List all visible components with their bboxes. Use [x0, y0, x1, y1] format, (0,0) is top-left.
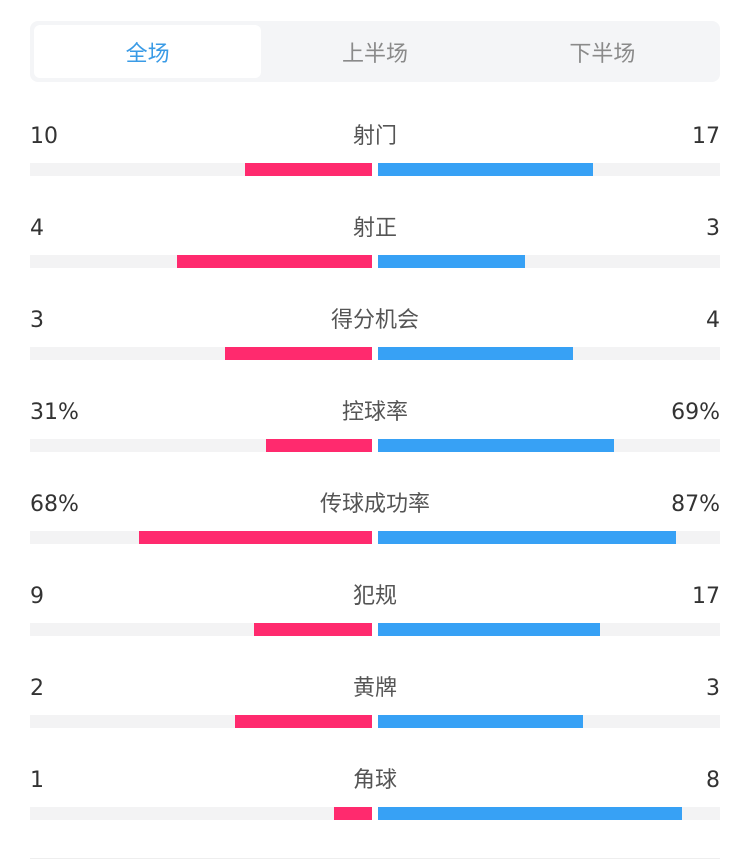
divider [30, 858, 720, 859]
home-bar-fill [235, 715, 372, 728]
home-bar-track [30, 347, 372, 360]
away-bar-fill [378, 439, 614, 452]
home-value: 3 [30, 308, 44, 333]
stat-row: 31% 控球率 69% [30, 398, 720, 468]
home-bar-fill [265, 439, 372, 452]
away-bar-track [378, 623, 720, 636]
stat-label: 得分机会 [330, 308, 419, 333]
away-value: 17 [692, 584, 720, 609]
home-value: 4 [30, 216, 44, 241]
away-bar-track [378, 439, 720, 452]
home-bar-track [30, 439, 372, 452]
home-bar-fill [245, 163, 372, 176]
stat-row: 4 射正 3 [30, 214, 720, 284]
stat-label: 黄牌 [352, 676, 397, 701]
home-bar-fill [334, 807, 372, 820]
away-bar-fill [378, 715, 584, 728]
stat-label: 射门 [352, 124, 397, 149]
tab-second-half[interactable]: 下半场 [569, 41, 636, 67]
away-value: 4 [706, 308, 720, 333]
away-bar-fill [378, 347, 573, 360]
home-bar-fill [139, 531, 372, 544]
away-bar-track [378, 715, 720, 728]
home-bar-track [30, 623, 372, 636]
home-value: 31% [30, 400, 79, 425]
away-value: 87% [671, 492, 720, 517]
home-bar-fill [224, 347, 372, 360]
period-tabs: 全场 上半场 下半场 [30, 21, 720, 82]
away-bar-track [378, 163, 720, 176]
stat-row: 1 角球 8 [30, 766, 720, 836]
stat-row: 3 得分机会 4 [30, 306, 720, 376]
stat-label: 射正 [352, 216, 397, 241]
home-bar-fill [177, 255, 372, 268]
home-bar-track [30, 807, 372, 820]
home-value: 9 [30, 584, 44, 609]
stat-row: 68% 传球成功率 87% [30, 490, 720, 560]
away-value: 8 [706, 768, 720, 793]
home-value: 10 [30, 124, 58, 149]
away-bar-track [378, 531, 720, 544]
home-bar-track [30, 163, 372, 176]
away-bar-fill [378, 255, 526, 268]
away-bar-fill [378, 623, 601, 636]
tab-full-match[interactable]: 全场 [34, 25, 262, 78]
away-value: 3 [706, 216, 720, 241]
away-value: 17 [692, 124, 720, 149]
home-value: 1 [30, 768, 44, 793]
away-bar-fill [378, 163, 594, 176]
home-value: 68% [30, 492, 79, 517]
tab-first-half[interactable]: 上半场 [341, 41, 408, 67]
home-bar-track [30, 255, 372, 268]
home-bar-track [30, 531, 372, 544]
stat-row: 10 射门 17 [30, 122, 720, 192]
stat-label: 传球成功率 [319, 492, 430, 517]
away-bar-track [378, 347, 720, 360]
away-value: 69% [671, 400, 720, 425]
stat-label: 犯规 [352, 584, 397, 609]
home-value: 2 [30, 676, 44, 701]
home-bar-track [30, 715, 372, 728]
stat-label: 角球 [352, 768, 397, 793]
away-bar-fill [378, 807, 683, 820]
away-bar-track [378, 807, 720, 820]
stat-row: 9 犯规 17 [30, 582, 720, 652]
stat-label: 控球率 [341, 400, 408, 425]
away-bar-fill [378, 531, 676, 544]
home-bar-fill [254, 623, 372, 636]
stat-row: 2 黄牌 3 [30, 674, 720, 744]
away-value: 3 [706, 676, 720, 701]
away-bar-track [378, 255, 720, 268]
